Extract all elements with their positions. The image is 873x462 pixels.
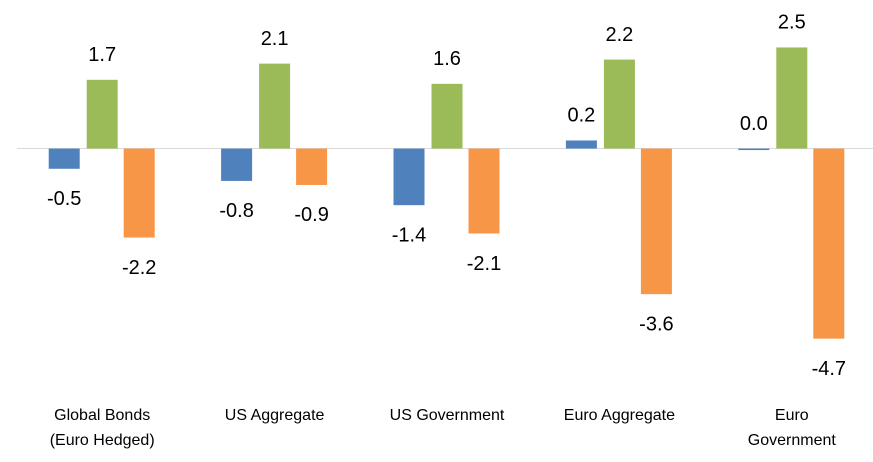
bar	[468, 148, 500, 234]
data-label: -4.7	[812, 358, 846, 380]
bar	[738, 148, 770, 151]
data-label: 1.6	[433, 48, 461, 70]
data-label: -0.9	[294, 204, 328, 226]
data-label: -1.4	[392, 224, 426, 246]
data-label: -0.8	[219, 200, 253, 222]
bar	[259, 63, 291, 149]
bar	[393, 148, 425, 206]
bar	[123, 148, 155, 238]
data-label: 0.0	[740, 113, 768, 135]
bar	[640, 148, 672, 295]
data-label: -0.5	[47, 188, 81, 210]
data-label: 0.2	[567, 105, 595, 127]
data-label: 2.1	[261, 28, 289, 50]
x-tick-label: US Aggregate	[224, 407, 325, 424]
bar	[813, 148, 845, 339]
bar	[296, 148, 328, 185]
bar	[48, 148, 80, 169]
x-tick-label: Global Bonds (Euro Hedged)	[49, 407, 155, 449]
bar	[431, 83, 463, 149]
x-tick-label: Euro Aggregate	[563, 407, 675, 424]
data-label: 1.7	[88, 44, 116, 66]
data-label: -2.2	[122, 257, 156, 279]
bar	[776, 47, 808, 149]
bar	[603, 59, 635, 149]
bar	[86, 79, 118, 149]
x-tick-label: US Government	[389, 407, 505, 424]
data-label: 2.2	[605, 24, 633, 46]
bar	[565, 140, 597, 149]
data-label: 2.5	[778, 12, 806, 34]
data-label: -3.6	[639, 313, 673, 335]
data-label: -2.1	[467, 253, 501, 275]
x-tick-label: Euro Government	[747, 407, 836, 449]
bar	[221, 148, 253, 181]
